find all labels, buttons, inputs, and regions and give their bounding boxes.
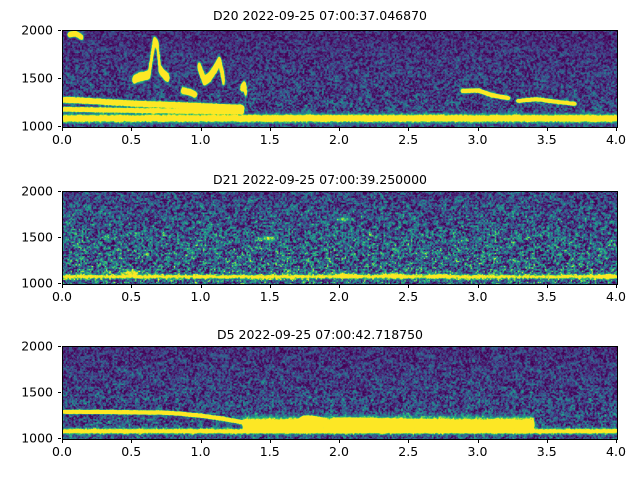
panel-title-d20: D20 2022-09-25 07:00:37.046870 bbox=[213, 8, 427, 23]
xtick-label: 2.0 bbox=[329, 444, 349, 459]
ytick-mark bbox=[57, 346, 61, 347]
xtick-mark bbox=[408, 127, 409, 131]
xtick-mark bbox=[131, 284, 132, 288]
ytick-label: 2000 bbox=[21, 183, 53, 199]
xtick-label: 3.5 bbox=[536, 289, 557, 304]
xtick-label: 0.5 bbox=[121, 444, 142, 459]
xtick-mark bbox=[201, 284, 202, 288]
ytick-label: 1000 bbox=[21, 430, 53, 446]
xtick-mark bbox=[270, 127, 271, 131]
ytick-label: 2000 bbox=[21, 338, 53, 354]
xtick-mark bbox=[62, 284, 63, 288]
xtick-label: 3.0 bbox=[467, 444, 488, 459]
xtick-mark bbox=[339, 127, 340, 131]
xtick-mark bbox=[616, 439, 617, 443]
xtick-label: 0.0 bbox=[52, 132, 72, 147]
xtick-label: 2.5 bbox=[398, 289, 419, 304]
xtick-label: 3.0 bbox=[467, 289, 488, 304]
xtick-label: 1.0 bbox=[190, 444, 211, 459]
ytick-label: 2000 bbox=[21, 22, 53, 38]
xtick-label: 4.0 bbox=[606, 132, 626, 147]
spectrogram-image-d20 bbox=[63, 31, 617, 127]
xtick-mark bbox=[339, 439, 340, 443]
panel-title-d21: D21 2022-09-25 07:00:39.250000 bbox=[213, 172, 427, 187]
axes-d21 bbox=[62, 191, 618, 285]
ytick-label: 1000 bbox=[21, 118, 53, 134]
xtick-label: 1.5 bbox=[259, 289, 280, 304]
ytick-mark bbox=[57, 191, 61, 192]
xtick-mark bbox=[478, 127, 479, 131]
spectrogram-image-d21 bbox=[63, 192, 617, 284]
xtick-label: 1.0 bbox=[190, 132, 211, 147]
xtick-mark bbox=[62, 439, 63, 443]
xtick-mark bbox=[270, 439, 271, 443]
xtick-label: 0.5 bbox=[121, 132, 142, 147]
xtick-mark bbox=[616, 284, 617, 288]
xtick-mark bbox=[616, 127, 617, 131]
axes-d20 bbox=[62, 30, 618, 128]
ytick-mark bbox=[57, 392, 61, 393]
ytick-mark bbox=[57, 237, 61, 238]
xtick-label: 2.0 bbox=[329, 132, 349, 147]
xtick-mark bbox=[408, 284, 409, 288]
xtick-label: 4.0 bbox=[606, 289, 626, 304]
xtick-label: 3.5 bbox=[536, 132, 557, 147]
ytick-label: 1500 bbox=[21, 384, 53, 400]
xtick-mark bbox=[478, 439, 479, 443]
ytick-mark bbox=[57, 438, 61, 439]
xtick-mark bbox=[547, 439, 548, 443]
ytick-mark bbox=[57, 283, 61, 284]
ytick-label: 1500 bbox=[21, 70, 53, 86]
xtick-label: 1.0 bbox=[190, 289, 211, 304]
xtick-mark bbox=[201, 127, 202, 131]
xtick-mark bbox=[270, 284, 271, 288]
xtick-label: 1.5 bbox=[259, 444, 280, 459]
xtick-label: 2.5 bbox=[398, 444, 419, 459]
xtick-label: 3.5 bbox=[536, 444, 557, 459]
panel-title-d5: D5 2022-09-25 07:00:42.718750 bbox=[217, 327, 423, 342]
xtick-label: 0.5 bbox=[121, 289, 142, 304]
xtick-mark bbox=[408, 439, 409, 443]
xtick-label: 2.0 bbox=[329, 289, 349, 304]
xtick-mark bbox=[131, 127, 132, 131]
xtick-label: 3.0 bbox=[467, 132, 488, 147]
ytick-mark bbox=[57, 78, 61, 79]
ytick-mark bbox=[57, 126, 61, 127]
xtick-label: 0.0 bbox=[52, 444, 72, 459]
axes-d5 bbox=[62, 346, 618, 440]
xtick-mark bbox=[201, 439, 202, 443]
xtick-mark bbox=[478, 284, 479, 288]
ytick-mark bbox=[57, 30, 61, 31]
xtick-label: 0.0 bbox=[52, 289, 72, 304]
xtick-label: 2.5 bbox=[398, 132, 419, 147]
xtick-mark bbox=[131, 439, 132, 443]
xtick-mark bbox=[547, 284, 548, 288]
ytick-label: 1500 bbox=[21, 229, 53, 245]
xtick-mark bbox=[62, 127, 63, 131]
xtick-label: 4.0 bbox=[606, 444, 626, 459]
xtick-mark bbox=[339, 284, 340, 288]
ytick-label: 1000 bbox=[21, 275, 53, 291]
spectrogram-image-d5 bbox=[63, 347, 617, 439]
xtick-mark bbox=[547, 127, 548, 131]
xtick-label: 1.5 bbox=[259, 132, 280, 147]
